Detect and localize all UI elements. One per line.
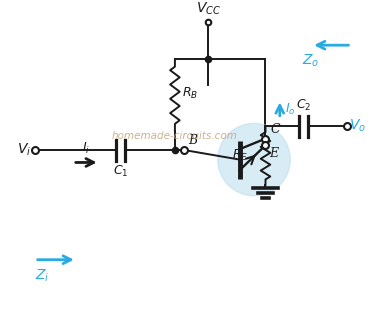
Text: $Z_o$: $Z_o$ xyxy=(302,53,319,69)
Text: $C_2$: $C_2$ xyxy=(296,98,311,113)
Text: B: B xyxy=(188,134,198,147)
Text: $I_i$: $I_i$ xyxy=(82,141,90,156)
Text: $I_o$: $I_o$ xyxy=(285,101,295,117)
Text: $V_i$: $V_i$ xyxy=(17,142,31,158)
Text: C: C xyxy=(270,123,280,136)
Text: $R_B$: $R_B$ xyxy=(182,86,198,101)
Text: $Z_i$: $Z_i$ xyxy=(35,267,49,284)
Circle shape xyxy=(218,123,290,196)
Text: $V_o$: $V_o$ xyxy=(349,118,366,134)
Text: E: E xyxy=(269,147,279,160)
Text: $V_{CC}$: $V_{CC}$ xyxy=(196,0,221,16)
Text: homemade-circuits.com: homemade-circuits.com xyxy=(112,131,238,141)
Text: $C_1$: $C_1$ xyxy=(113,163,128,178)
Text: $R_E$: $R_E$ xyxy=(232,148,248,163)
